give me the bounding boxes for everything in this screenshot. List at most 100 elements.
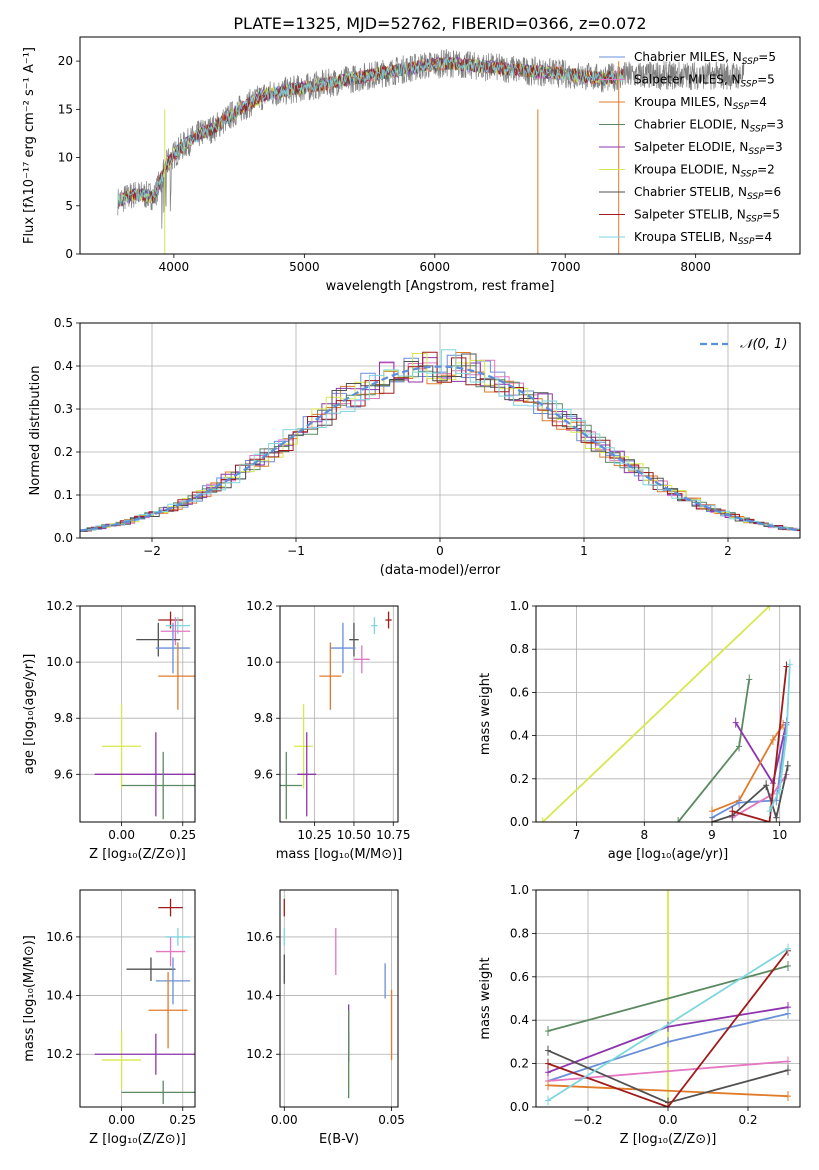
y-axis-label: Flux [fλ10⁻¹⁷ erg cm⁻² s⁻¹ A⁻¹] <box>22 47 37 244</box>
x-axis-label: (data-model)/error <box>380 563 501 578</box>
x-tick-label: 0 <box>436 544 444 558</box>
x-tick-label: 1 <box>580 544 588 558</box>
plot-frame <box>535 889 801 1108</box>
plot-frame <box>279 889 399 1108</box>
x-tick-label: 10 <box>772 828 787 842</box>
y-tick-label: 0.8 <box>510 642 529 656</box>
legend-text: Salpeter MILES, N <box>634 73 741 87</box>
x-tick-label: 10.75 <box>376 828 410 842</box>
legend-text: Chabrier STELIB, N <box>634 185 747 199</box>
x-tick-label: 10.50 <box>337 828 371 842</box>
y-tick-label: 0.0 <box>510 1100 529 1114</box>
y-tick-label: 10.0 <box>246 655 273 669</box>
series-line-kroupa_stelib <box>768 664 791 812</box>
histogram-chabrier_stelib <box>80 353 800 532</box>
plot-area <box>283 898 393 1099</box>
y-tick-label: 10.6 <box>246 930 273 944</box>
y-tick-label: 10 <box>58 151 73 165</box>
y-tick-label: 20 <box>58 54 73 68</box>
legend-tail: =5 <box>762 208 780 222</box>
plot-area <box>117 49 745 254</box>
x-tick-label: 10.25 <box>297 828 331 842</box>
x-tick-label: 6000 <box>420 260 451 274</box>
plot-area <box>94 611 195 820</box>
y-tick-label: 1.0 <box>510 883 529 897</box>
legend-text: Kroupa MILES, N <box>634 95 733 109</box>
legend-subscript: SSP <box>741 80 758 90</box>
normal-curve <box>80 365 800 532</box>
chart-mass-vs-ebv: 0.00 0.05 10.2 10.4 10.6 E(B-V) <box>246 889 405 1147</box>
plot-frame <box>79 322 801 539</box>
y-tick-label: 0.0 <box>54 531 73 545</box>
y-tick-label: 0.4 <box>510 729 529 743</box>
y-tick-label: 10.2 <box>246 1047 273 1061</box>
x-axis-label: Z [log₁₀(Z/Z⊙)] <box>89 847 186 862</box>
series-line-chabrier_elodie <box>547 965 789 1032</box>
y-tick-label: 10.4 <box>46 989 73 1003</box>
x-tick-label: 7000 <box>550 260 581 274</box>
chart-residuals: −2 −1 0 1 2 0.0 0.1 0.2 0.3 0.4 0.5 (data-model)/er… <box>28 316 801 578</box>
series-line-chabrier_miles <box>711 724 788 819</box>
y-tick-label: 0.4 <box>54 359 73 373</box>
x-axis-label: Z [log₁₀(Z/Z⊙)] <box>620 1132 717 1147</box>
y-tick-label: 0.6 <box>510 685 529 699</box>
y-tick-label: 0.6 <box>510 970 529 984</box>
x-tick-label: 7 <box>573 828 581 842</box>
legend-tail: =3 <box>766 118 784 132</box>
legend-tail: =3 <box>765 140 783 154</box>
histogram-kroupa_miles <box>81 352 800 531</box>
legend-label-normal: 𝒩(0, 1) <box>740 337 787 352</box>
plot-area <box>280 611 392 820</box>
chart-weight-vs-Z: −0.2 0.0 0.2 0.0 0.2 0.4 0.6 0.8 1.0 Z [log₁₀(Z/Z… <box>478 883 801 1147</box>
y-tick-label: 10.2 <box>46 1047 73 1061</box>
x-tick-label: 0.25 <box>169 828 196 842</box>
x-tick-label: 0.25 <box>169 1113 196 1127</box>
legend-text: Chabrier ELODIE, N <box>634 118 750 132</box>
chart-age-vs-mass: 10.25 10.50 10.75 9.6 9.8 10.0 10.2 mass [log₁₀… <box>246 599 410 862</box>
x-tick-label: 0.0 <box>658 1113 677 1127</box>
y-tick-label: 9.6 <box>254 767 273 781</box>
series-line-kroupa_elodie <box>542 606 771 822</box>
y-tick-label: 0.3 <box>54 402 73 416</box>
legend-tail: =4 <box>749 95 767 109</box>
legend-label-chabrier_stelib: Chabrier STELIB, NSSP=6 <box>634 185 781 202</box>
y-axis-label: Normed distribution <box>28 366 43 496</box>
plot-frame <box>535 605 801 823</box>
series-line-salpeter_stelib <box>732 666 788 822</box>
x-tick-label: −2 <box>143 544 161 558</box>
series-line-kroupa_stelib <box>547 947 789 1102</box>
plot-area <box>545 890 791 1107</box>
y-tick-label: 10.6 <box>46 930 73 944</box>
legend-label-chabrier_elodie: Chabrier ELODIE, NSSP=3 <box>634 118 784 135</box>
y-tick-label: 10.2 <box>46 599 73 613</box>
legend-tail: =2 <box>757 163 775 177</box>
y-axis-label: age [log₁₀(age/yr)] <box>22 654 37 775</box>
chart-spectrum: 4000 5000 6000 7000 8000 0 5 10 15 20 wavelength [… <box>22 36 801 294</box>
x-tick-label: 0.2 <box>738 1113 757 1127</box>
legend-label-salpeter_elodie: Salpeter ELODIE, NSSP=3 <box>634 140 783 157</box>
legend-text: Salpeter STELIB, N <box>634 208 746 222</box>
x-axis-label: wavelength [Angstrom, rest frame] <box>326 279 555 294</box>
y-tick-label: 1.0 <box>510 599 529 613</box>
x-axis-label: age [log₁₀(age/yr)] <box>608 847 729 862</box>
legend-text: Kroupa STELIB, N <box>634 230 738 244</box>
x-axis-label: mass [log₁₀(M/M⊙)] <box>276 847 403 862</box>
plot-frame <box>279 605 399 823</box>
x-tick-label: 2 <box>724 544 732 558</box>
x-tick-label: 0.05 <box>378 1113 405 1127</box>
y-tick-label: 9.8 <box>54 711 73 725</box>
legend-label-chabrier_miles: Chabrier MILES, NSSP=5 <box>634 50 776 67</box>
legend-subscript: SSP <box>747 192 764 202</box>
series-line-salpeter_stelib <box>547 950 789 1107</box>
x-tick-label: 8000 <box>680 260 711 274</box>
y-tick-label: 10.4 <box>246 989 273 1003</box>
legend-tail: =6 <box>764 185 782 199</box>
y-tick-label: 0.2 <box>510 1057 529 1071</box>
series-line-kroupa_miles <box>711 724 784 813</box>
legend-label-salpeter_miles: Salpeter MILES, NSSP=5 <box>634 73 775 90</box>
y-tick-label: 15 <box>58 102 73 116</box>
plot-frame <box>79 889 196 1108</box>
x-tick-label: 0.00 <box>108 1113 135 1127</box>
